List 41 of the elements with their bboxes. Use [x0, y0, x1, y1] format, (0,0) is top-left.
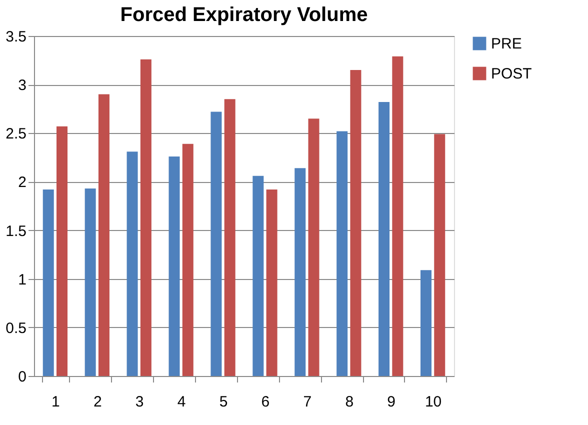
bar	[42, 189, 54, 376]
y-tick-label: 0	[18, 368, 26, 386]
y-tick-label: 1.5	[6, 222, 26, 240]
bar	[168, 156, 180, 376]
bar	[350, 70, 362, 376]
y-tick-label: 2.5	[6, 126, 26, 143]
legend-label: POST	[491, 66, 532, 82]
bar	[56, 126, 68, 376]
y-tick-label: 2	[18, 174, 26, 192]
bar	[420, 270, 432, 376]
x-tick-label: 4	[177, 394, 186, 410]
bar	[84, 188, 96, 376]
legend-label: PRE	[491, 36, 522, 52]
bar	[252, 176, 264, 376]
y-tick-label: 3.5	[6, 28, 26, 46]
bar	[224, 99, 236, 376]
bar	[434, 134, 446, 376]
bar	[378, 102, 390, 376]
chart-title: Forced Expiratory Volume	[120, 4, 368, 26]
bar	[336, 131, 348, 376]
x-tick-label: 3	[135, 394, 144, 410]
bar	[98, 94, 110, 376]
x-tick-label: 1	[52, 394, 60, 410]
x-tick-label: 2	[93, 394, 102, 410]
bar	[308, 118, 320, 376]
bar	[182, 144, 194, 376]
x-tick-label: 6	[261, 394, 270, 410]
y-tick-label: 0.5	[6, 320, 26, 337]
bar	[392, 56, 404, 376]
bar	[140, 59, 152, 376]
bar	[266, 189, 278, 376]
x-tick-label: 5	[219, 394, 228, 410]
bar	[210, 112, 222, 376]
x-tick-label: 8	[345, 394, 354, 410]
y-tick-label: 3	[18, 77, 26, 94]
x-tick-label: 9	[387, 394, 396, 410]
y-tick-label: 1	[18, 271, 26, 288]
bar	[126, 152, 138, 376]
x-tick-label: 7	[303, 394, 312, 410]
bar	[294, 168, 306, 376]
x-tick-label: 10	[424, 394, 442, 410]
